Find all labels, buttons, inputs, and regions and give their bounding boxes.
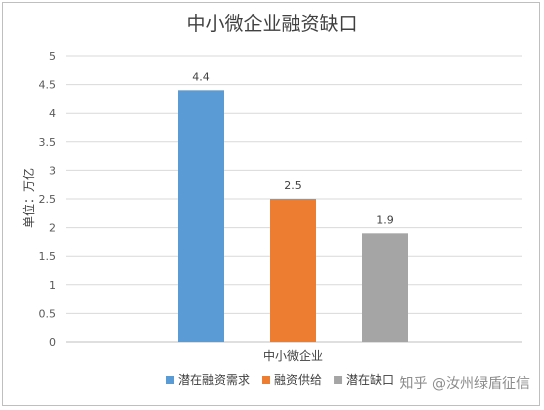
legend-swatch [334,376,343,384]
data-label: 2.5 [284,179,302,192]
x-category-label: 中小微企业 [263,348,323,363]
data-label: 4.4 [192,70,210,83]
legend-label: 潜在融资需求 [178,373,250,387]
bar-2 [270,199,316,342]
y-tick-labels: 0 0.5 1 1.5 2 2.5 3 3.5 4 4.5 5 [39,50,57,349]
legend-swatch [166,376,174,384]
bars [178,90,408,342]
bar-3 [362,233,408,342]
legend-label: 融资供给 [274,373,322,387]
y-tick-label: 4 [49,107,56,120]
gridlines [66,55,522,343]
y-tick-label: 0 [49,336,56,349]
data-labels: 4.4 2.5 1.9 [192,70,394,226]
chart-title: 中小微企业融资缺口 [186,13,357,35]
legend: 潜在融资需求 融资供给 潜在缺口 [166,372,394,387]
y-tick-label: 5 [49,50,56,63]
watermark-text: 知乎 @汝州绿盾征信 [400,375,530,392]
legend-swatch [262,376,271,384]
legend-label: 潜在缺口 [346,372,394,387]
y-tick-label: 2.5 [39,193,57,206]
bar-1 [178,90,224,342]
data-label: 1.9 [376,213,394,226]
y-tick-label: 1 [49,279,56,292]
y-tick-label: 0.5 [39,307,57,320]
y-tick-label: 4.5 [39,79,57,92]
y-tick-label: 1.5 [39,250,57,263]
y-tick-label: 3.5 [39,136,57,149]
y-tick-label: 3 [49,164,56,177]
y-tick-label: 2 [49,222,56,235]
y-axis-label: 单位：万亿 [21,168,36,228]
